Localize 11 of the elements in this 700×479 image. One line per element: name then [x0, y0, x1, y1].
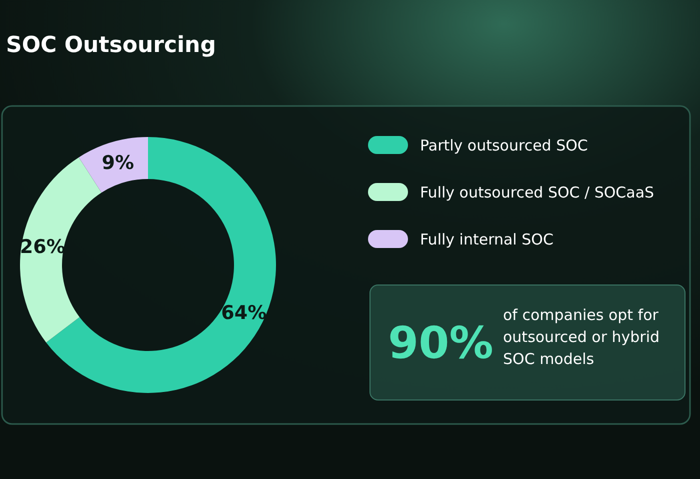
data-label: 26%: [20, 236, 66, 258]
data-label: 64%: [221, 302, 267, 324]
chart-title: SOC Outsourcing: [6, 33, 216, 58]
legend-label: Fully outsourced SOC / SOCaaS: [420, 183, 654, 202]
text: of companies opt for outsourced or hybrid SOC models: [503, 306, 660, 368]
donut-slice: [78, 137, 148, 193]
legend-label: Fully internal SOC: [420, 230, 554, 248]
donut-slice: [20, 157, 102, 343]
legend-label: Partly outsourced SOC: [420, 136, 588, 154]
data-label: 9%: [102, 152, 134, 174]
text: 90%: [388, 318, 494, 369]
